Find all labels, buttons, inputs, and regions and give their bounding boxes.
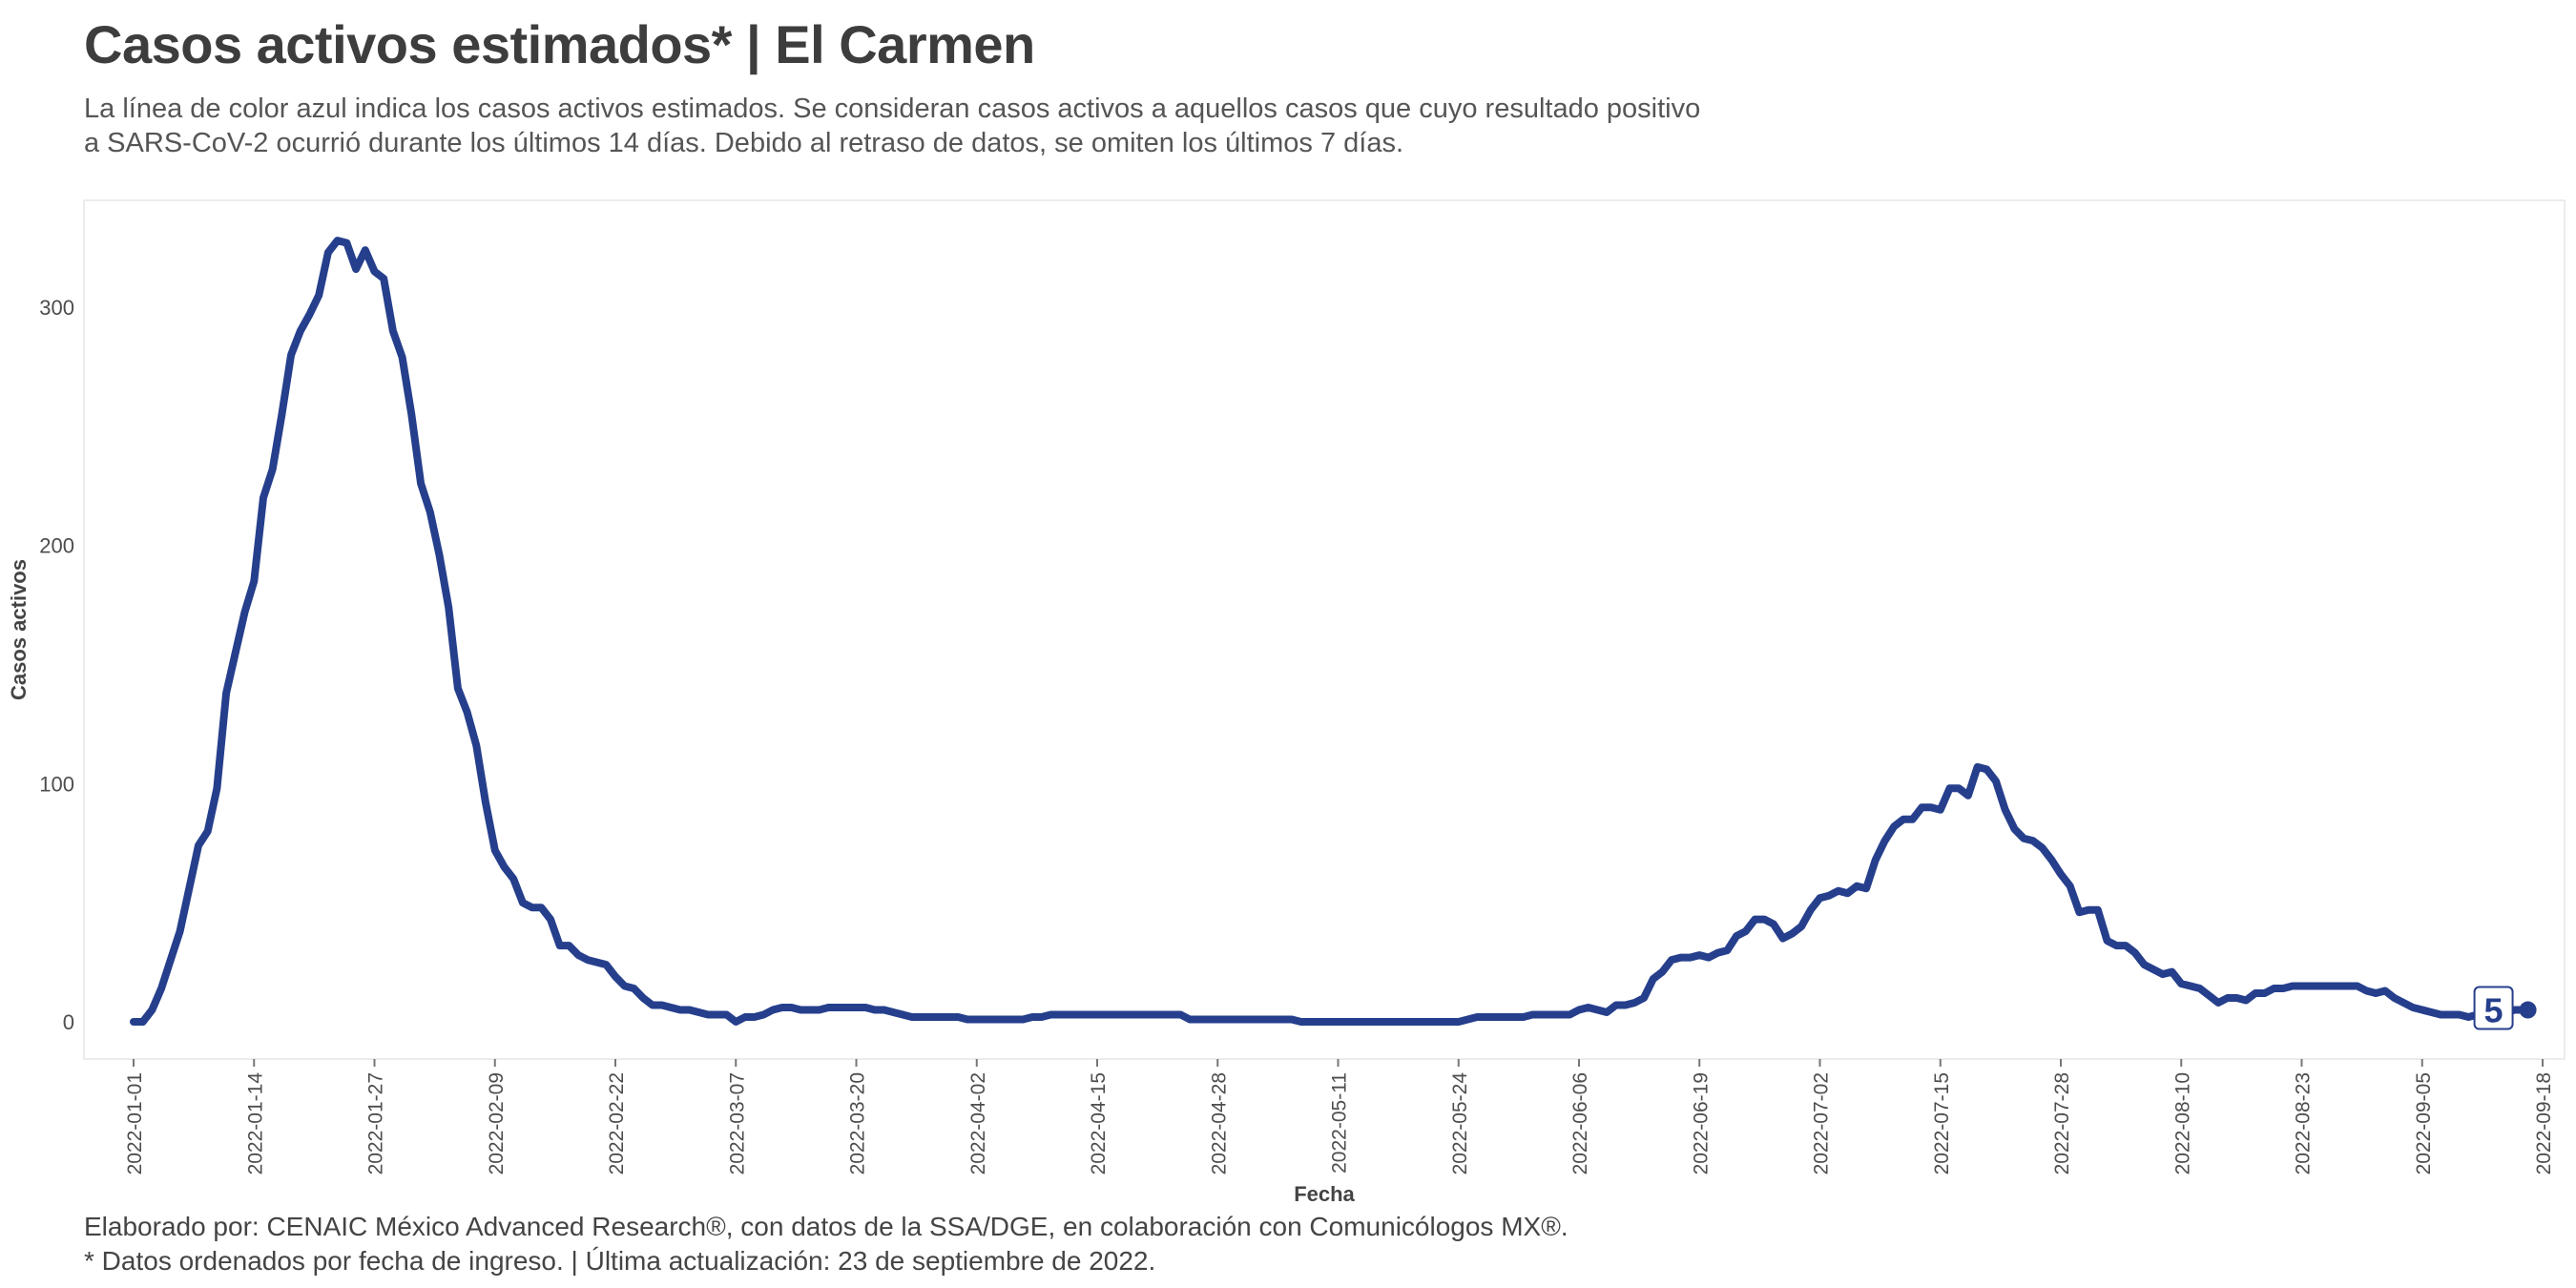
x-tick-label: 2022-01-14 xyxy=(244,1072,266,1175)
caption-line-2: * Datos ordenados por fecha de ingreso. … xyxy=(84,1246,1156,1276)
x-tick-label: 2022-06-06 xyxy=(1569,1072,1591,1174)
end-label-background xyxy=(2473,986,2514,1030)
subtitle-line-1: La línea de color azul indica los casos … xyxy=(84,93,1701,124)
x-tick-label: 2022-05-24 xyxy=(1449,1072,1471,1175)
x-tick-label: 2022-06-19 xyxy=(1690,1072,1712,1174)
active-cases-line xyxy=(130,237,2528,1026)
x-tick-label: 2022-04-02 xyxy=(967,1072,989,1174)
subtitle-line-2: a SARS-CoV-2 ocurrió durante los últimos… xyxy=(84,128,1404,158)
x-tick-label: 2022-04-15 xyxy=(1088,1072,1110,1174)
end-point-marker xyxy=(2519,1001,2537,1019)
x-axis: 2022-01-01 2022-01-14 2022-01-27 2022-02-09… xyxy=(124,1059,2555,1174)
x-tick-label: 2022-08-10 xyxy=(2171,1072,2193,1174)
y-tick-label: 200 xyxy=(39,534,74,558)
x-tick-label: 2022-07-15 xyxy=(1931,1072,1953,1174)
y-axis: 0 100 200 300 xyxy=(39,296,74,1034)
chart-title: Casos activos estimados* | El Carmen xyxy=(84,14,1035,74)
chart-subtitle: La línea de color azul indica los casos … xyxy=(84,92,1897,160)
caption-line-1: Elaborado por: CENAIC México Advanced Re… xyxy=(84,1212,1568,1241)
y-axis-title: Casos activos xyxy=(7,559,31,700)
x-tick-label: 2022-02-22 xyxy=(606,1072,628,1174)
x-tick-label: 2022-04-28 xyxy=(1208,1072,1230,1174)
x-tick-label: 2022-08-23 xyxy=(2293,1072,2315,1174)
plot-panel xyxy=(83,199,2566,1060)
x-tick-label: 2022-07-28 xyxy=(2051,1072,2073,1174)
x-tick-label: 2022-07-02 xyxy=(1811,1072,1833,1174)
x-tick-label: 2022-02-09 xyxy=(486,1072,508,1174)
x-tick-label: 2022-03-20 xyxy=(847,1072,869,1174)
x-axis-title: Fecha xyxy=(1294,1182,1355,1206)
x-tick-label: 2022-09-18 xyxy=(2533,1072,2555,1174)
x-tick-label: 2022-01-01 xyxy=(124,1072,146,1174)
end-label-value: 5 xyxy=(2484,991,2503,1030)
x-tick-label: 2022-01-27 xyxy=(365,1072,387,1174)
y-tick-label: 300 xyxy=(39,296,74,320)
y-tick-label: 0 xyxy=(63,1010,74,1034)
x-tick-label: 2022-03-07 xyxy=(726,1072,748,1174)
chart-caption: Elaborado por: CENAIC México Advanced Re… xyxy=(84,1210,1568,1278)
x-tick-label: 2022-09-05 xyxy=(2413,1072,2435,1174)
y-tick-label: 100 xyxy=(39,772,74,796)
end-label-box: 5 xyxy=(2473,986,2514,1030)
x-tick-label: 2022-05-11 xyxy=(1329,1072,1351,1174)
